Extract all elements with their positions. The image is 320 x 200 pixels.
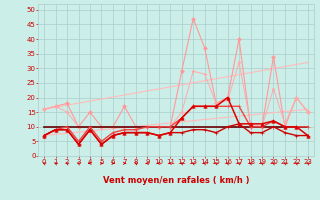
X-axis label: Vent moyen/en rafales ( km/h ): Vent moyen/en rafales ( km/h ) (103, 176, 249, 185)
